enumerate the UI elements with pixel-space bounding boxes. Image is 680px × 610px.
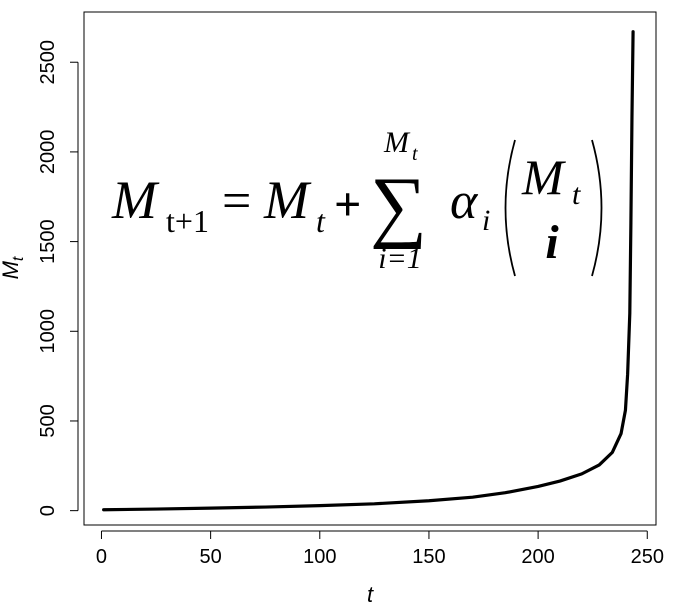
formula-annotation: M t+1 = M t + ∑ M t i=1 α	[111, 126, 603, 277]
x-tick-label: 100	[303, 546, 336, 568]
y-tick-label: 2500	[37, 40, 59, 85]
plot-frame	[83, 11, 657, 526]
svg-text:Mt: Mt	[0, 256, 27, 279]
svg-text:M: M	[383, 126, 411, 159]
x-axis: 0 50 100 150 200 250	[96, 530, 664, 568]
svg-text:M: M	[521, 149, 566, 205]
svg-text:+: +	[334, 178, 361, 231]
x-tick-label: 0	[96, 546, 107, 568]
x-tick-label: 200	[521, 546, 554, 568]
y-axis-title: Mt	[0, 256, 27, 279]
svg-text:M: M	[111, 170, 160, 230]
y-tick-label: 1000	[37, 309, 59, 354]
formula-plus: +	[334, 178, 361, 231]
series-line	[102, 30, 635, 512]
formula-sum-symbol: ∑	[370, 162, 427, 250]
svg-text:α: α	[450, 173, 479, 230]
y-tick-label: 1500	[37, 219, 59, 264]
formula-sum-lower: i=1	[378, 242, 422, 275]
x-tick-label: 50	[200, 546, 222, 568]
formula-binom-right-paren	[591, 139, 603, 277]
formula-rhs-symbol: M	[263, 170, 312, 230]
formula-binom-top-sub: t	[572, 178, 581, 211]
y-axis-title-subscript: t	[10, 256, 27, 261]
x-tick-label: 150	[412, 546, 445, 568]
y-tick-label: 0	[37, 505, 59, 516]
svg-text:∑: ∑	[370, 162, 427, 250]
formula-coef-sub: i	[482, 204, 490, 237]
y-tick-label: 2000	[37, 130, 59, 175]
svg-text:i: i	[482, 204, 490, 237]
y-tick-label: 500	[37, 404, 59, 437]
formula-rhs-sub: t	[316, 203, 326, 239]
svg-text:t: t	[316, 203, 326, 239]
formula-sum-upper-sub: t	[412, 143, 418, 165]
formula-lhs-symbol: M	[111, 170, 160, 230]
svg-text:i: i	[545, 216, 559, 269]
svg-text:t: t	[412, 143, 418, 165]
formula-equals: =	[222, 173, 251, 230]
x-tick-label: 250	[631, 546, 664, 568]
formula-binom-bottom: i	[545, 216, 559, 269]
svg-text:t+1: t+1	[166, 203, 209, 239]
formula-coef: α	[450, 173, 479, 230]
svg-text:M: M	[263, 170, 312, 230]
svg-text:=: =	[222, 173, 251, 230]
formula-binom-left-paren	[504, 139, 516, 277]
y-axis: 0 500 1000 1500 2000 2500	[37, 40, 79, 516]
y-axis-title-main: M	[0, 260, 23, 279]
svg-text:t: t	[572, 178, 581, 211]
svg-text:i=1: i=1	[378, 242, 422, 275]
formula-sum-upper: M	[383, 126, 411, 159]
formula-lhs-sub: t+1	[166, 203, 209, 239]
formula-binom-top: M	[521, 149, 566, 205]
x-axis-title: t	[367, 582, 374, 607]
